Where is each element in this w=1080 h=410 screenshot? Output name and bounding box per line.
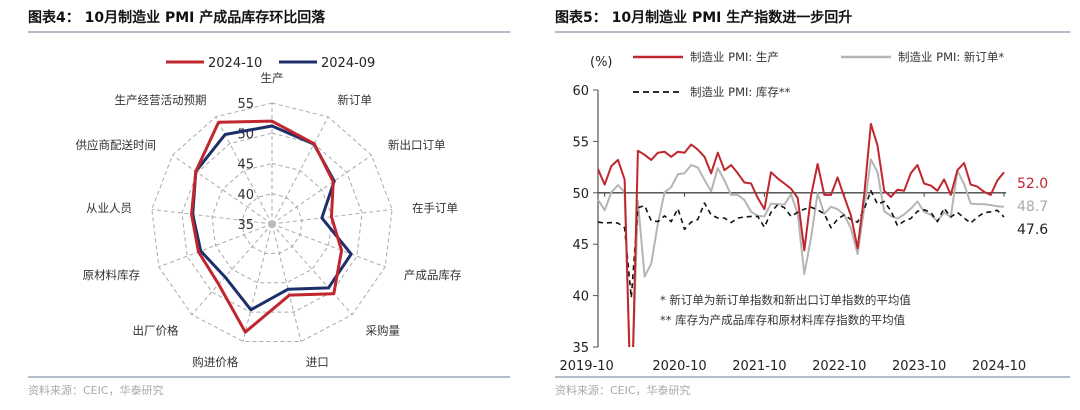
radar-axis-label: 产成品库存	[404, 268, 462, 282]
x-tick-label: 2021-10	[732, 359, 786, 374]
radar-spoke	[191, 223, 273, 315]
series-line-1	[597, 158, 1005, 347]
legend-label: 2024-10	[208, 56, 262, 71]
radar-source: 资料来源：CEIC，华泰研究	[28, 383, 164, 397]
series-line-0	[597, 122, 1005, 347]
radar-title: 图表4： 10月制造业 PMI 产成品库存环比回落	[28, 9, 326, 26]
radar-spoke	[242, 223, 273, 342]
radar-ring	[241, 193, 303, 254]
line-legend: 制造业 PMI: 生产 制造业 PMI: 新订单* 制造业 PMI: 库存**	[633, 50, 1004, 99]
radar-axis-label: 新出口订单	[388, 138, 446, 152]
x-tick-label: 2024-10	[972, 359, 1026, 374]
y-tick-label: 50	[572, 187, 589, 202]
note-inventory: ** 库存为产成品库存和原材料库存指数的平均值	[660, 313, 906, 327]
x-tick-label: 2020-10	[652, 359, 706, 374]
legend-label: 制造业 PMI: 生产	[690, 50, 779, 64]
radar-axis-label: 购进价格	[192, 355, 238, 369]
radar-ring-label: 40	[237, 188, 254, 203]
radar-spoke	[151, 208, 273, 225]
legend-label: 2024-09	[321, 56, 375, 71]
radar-center	[268, 220, 276, 228]
radar-axis-label: 原材料库存	[83, 268, 141, 282]
radar-ring-label: 35	[237, 218, 254, 233]
radar-axis-label: 供应商配送时间	[75, 138, 156, 152]
x-tick-label: 2022-10	[812, 359, 866, 374]
y-tick-label: 55	[572, 135, 589, 150]
radar-spoke	[271, 116, 329, 225]
radar-spoke	[271, 208, 393, 225]
radar-axis-label: 进口	[306, 355, 329, 369]
end-value-label: 47.6	[1017, 222, 1048, 238]
legend-label: 制造业 PMI: 库存**	[690, 85, 791, 99]
radar-axis-label: 从业人员	[86, 201, 132, 215]
radar-spoke	[271, 223, 302, 342]
y-tick-label: 40	[572, 290, 589, 305]
radar-spoke	[158, 223, 273, 268]
radar-series-2024-10	[190, 119, 344, 334]
line-title: 图表5： 10月制造业 PMI 生产指数进一步回升	[555, 9, 852, 26]
note-new-orders: * 新订单为新订单指数和新出口订单指数的平均值	[660, 293, 911, 307]
radar-spoke	[271, 223, 386, 268]
radar-ring-label: 45	[237, 158, 254, 173]
radar-legend: 2024-10 2024-09	[166, 56, 375, 71]
series-line-2	[597, 189, 1005, 299]
y-axis-unit: (%)	[590, 55, 613, 70]
radar-spoke	[271, 223, 353, 315]
y-tick-label: 45	[572, 238, 589, 253]
line-chart: 60 55 50 45 40 35 2019-10 2020-10 2021-10 2022-10…	[559, 84, 1048, 374]
end-value-label: 48.7	[1017, 199, 1048, 215]
end-value-label: 52.0	[1017, 176, 1048, 192]
radar-axis-label: 生产经营活动预期	[114, 93, 206, 107]
y-tick-label: 35	[572, 341, 589, 356]
radar-spoke	[271, 154, 372, 225]
radar-ring-label: 55	[237, 97, 254, 112]
radar-axis-label: 生产	[261, 71, 284, 85]
radar-axis-label: 出厂价格	[132, 324, 178, 338]
radar-axis-label: 采购量	[366, 324, 401, 338]
x-tick-label: 2023-10	[892, 359, 946, 374]
radar-axis-label: 在手订单	[412, 201, 458, 215]
y-tick-label: 60	[572, 84, 589, 99]
radar-axis-label: 新订单	[338, 93, 373, 107]
radar-spoke	[172, 154, 273, 225]
line-source: 资料来源：CEIC，华泰研究	[555, 383, 691, 397]
legend-label: 制造业 PMI: 新订单*	[898, 50, 1004, 64]
x-tick-label: 2019-10	[559, 359, 613, 374]
